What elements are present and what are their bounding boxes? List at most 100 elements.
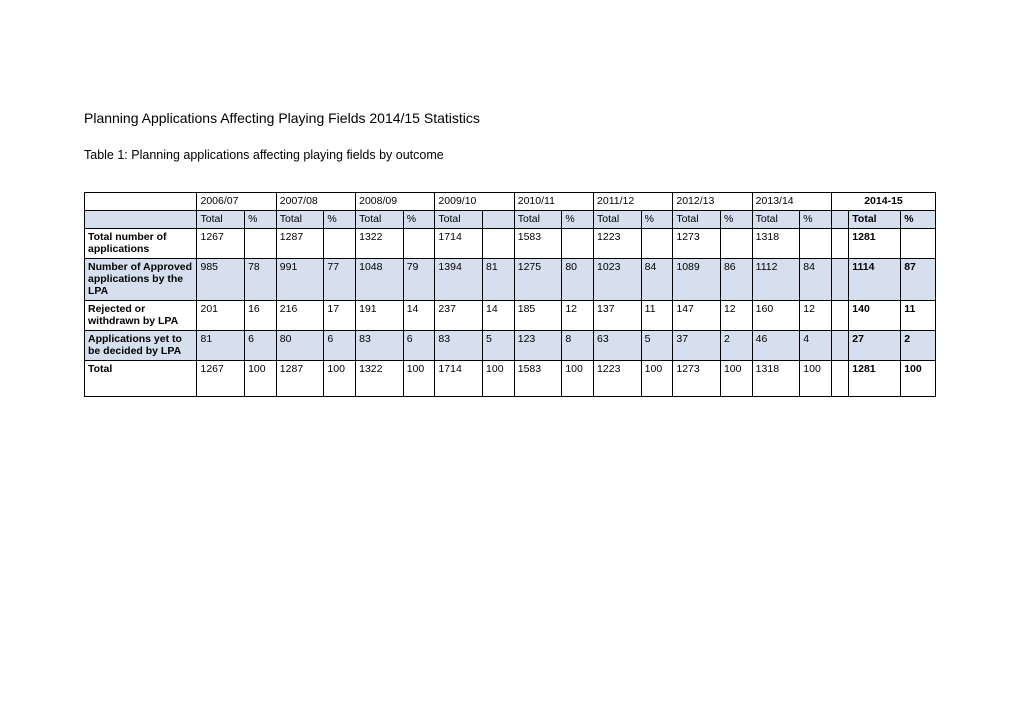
cell-total: 1583	[514, 229, 562, 259]
table-caption: Table 1: Planning applications affecting…	[84, 148, 936, 162]
header-row-years: 2006/07 2007/08 2008/09 2009/10 2010/11 …	[85, 193, 936, 211]
cell-pct: 84	[641, 259, 673, 301]
cell-total: 123	[514, 331, 562, 361]
cell-pct: 12	[562, 301, 594, 331]
cell-pct: 16	[245, 301, 277, 331]
cell-pct: 100	[324, 361, 356, 397]
gap-cell	[831, 331, 848, 361]
cell-pct: 12	[800, 301, 832, 331]
row-label: Applications yet to be decided by LPA	[85, 331, 197, 361]
cell-pct-current: 87	[901, 259, 936, 301]
cell-pct: 100	[720, 361, 752, 397]
year-header: 2009/10	[435, 193, 514, 211]
cell-total: 1714	[435, 229, 483, 259]
year-header: 2008/09	[356, 193, 435, 211]
sub-header-total: Total	[594, 211, 642, 229]
sub-header-total-current: Total	[849, 211, 901, 229]
cell-total: 1583	[514, 361, 562, 397]
sub-header-pct: %	[641, 211, 673, 229]
cell-total: 1318	[752, 361, 800, 397]
row-label: Number of Approved applications by the L…	[85, 259, 197, 301]
cell-total: 1714	[435, 361, 483, 397]
cell-pct: 4	[800, 331, 832, 361]
cell-total: 63	[594, 331, 642, 361]
cell-pct: 14	[483, 301, 515, 331]
cell-total: 81	[197, 331, 245, 361]
cell-total: 1287	[276, 361, 324, 397]
cell-pct: 77	[324, 259, 356, 301]
sub-header-pct: %	[403, 211, 435, 229]
cell-total: 237	[435, 301, 483, 331]
sub-header-total: Total	[435, 211, 483, 229]
cell-pct: 14	[403, 301, 435, 331]
cell-pct: 81	[483, 259, 515, 301]
cell-pct: 100	[562, 361, 594, 397]
cell-total: 1322	[356, 229, 404, 259]
cell-pct-current: 100	[901, 361, 936, 397]
sub-header-pct: %	[245, 211, 277, 229]
cell-total: 83	[356, 331, 404, 361]
cell-pct	[245, 229, 277, 259]
row-label: Rejected or withdrawn by LPA	[85, 301, 197, 331]
sub-header-pct: %	[324, 211, 356, 229]
cell-pct	[800, 229, 832, 259]
cell-pct: 6	[324, 331, 356, 361]
cell-total-current: 1114	[849, 259, 901, 301]
cell-pct: 78	[245, 259, 277, 301]
cell-pct: 100	[403, 361, 435, 397]
cell-total: 80	[276, 331, 324, 361]
cell-total: 1273	[673, 361, 721, 397]
gap-cell	[831, 361, 848, 397]
year-header-current: 2014-15	[831, 193, 935, 211]
cell-pct: 12	[720, 301, 752, 331]
gap-cell	[831, 211, 848, 229]
cell-total: 216	[276, 301, 324, 331]
cell-total: 191	[356, 301, 404, 331]
cell-pct	[562, 229, 594, 259]
cell-total: 160	[752, 301, 800, 331]
cell-total: 1394	[435, 259, 483, 301]
cell-pct: 6	[403, 331, 435, 361]
sub-header-pct-current: %	[901, 211, 936, 229]
cell-pct: 100	[641, 361, 673, 397]
gap-cell	[831, 229, 848, 259]
cell-total: 1287	[276, 229, 324, 259]
table-row: Number of Approved applications by the L…	[85, 259, 936, 301]
cell-pct: 80	[562, 259, 594, 301]
cell-pct: 2	[720, 331, 752, 361]
statistics-table: 2006/07 2007/08 2008/09 2009/10 2010/11 …	[84, 192, 936, 397]
cell-total: 37	[673, 331, 721, 361]
cell-pct: 8	[562, 331, 594, 361]
cell-total: 1322	[356, 361, 404, 397]
cell-pct: 79	[403, 259, 435, 301]
cell-pct: 100	[245, 361, 277, 397]
sub-header-total: Total	[752, 211, 800, 229]
cell-total: 1275	[514, 259, 562, 301]
row-label: Total number of applications	[85, 229, 197, 259]
gap-cell	[831, 259, 848, 301]
year-header: 2007/08	[276, 193, 355, 211]
cell-total: 201	[197, 301, 245, 331]
cell-total: 1267	[197, 361, 245, 397]
gap-cell	[831, 301, 848, 331]
cell-total: 1223	[594, 229, 642, 259]
cell-total: 46	[752, 331, 800, 361]
cell-pct-current	[901, 229, 936, 259]
sub-header-pct: %	[562, 211, 594, 229]
table-row: Applications yet to be decided by LPA 81…	[85, 331, 936, 361]
sub-header-total: Total	[276, 211, 324, 229]
cell-total: 1267	[197, 229, 245, 259]
cell-total: 1089	[673, 259, 721, 301]
cell-total: 991	[276, 259, 324, 301]
cell-pct: 17	[324, 301, 356, 331]
sub-header-pct	[483, 211, 515, 229]
row-label: Total	[85, 361, 197, 397]
header-row-sub: Total % Total % Total % Total Total % To…	[85, 211, 936, 229]
cell-pct: 11	[641, 301, 673, 331]
sub-header-pct: %	[800, 211, 832, 229]
cell-total: 1048	[356, 259, 404, 301]
cell-pct: 6	[245, 331, 277, 361]
cell-total: 83	[435, 331, 483, 361]
cell-total: 1273	[673, 229, 721, 259]
cell-pct: 100	[800, 361, 832, 397]
